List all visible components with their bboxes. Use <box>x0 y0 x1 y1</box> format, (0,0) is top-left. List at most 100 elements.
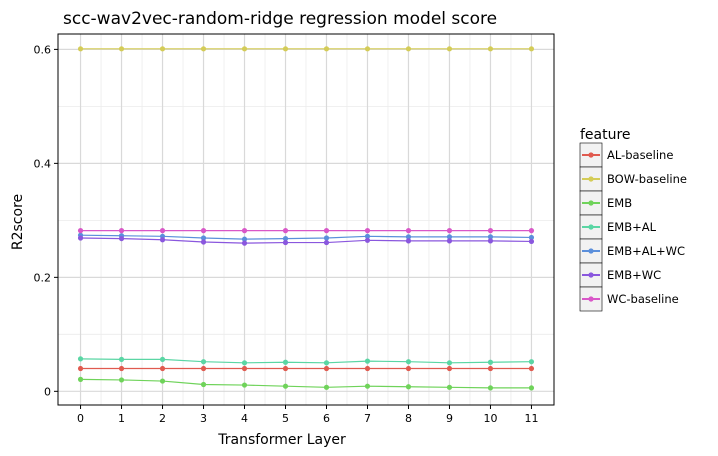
x-axis-title: Transformer Layer <box>217 432 346 448</box>
x-tick-label: 6 <box>323 412 330 425</box>
data-point <box>405 46 412 52</box>
data-point <box>241 228 248 234</box>
data-point <box>364 233 371 239</box>
data-point <box>241 382 248 388</box>
data-point <box>200 46 207 52</box>
data-point <box>323 46 330 52</box>
legend-label: EMB+AL+WC <box>607 244 685 258</box>
data-point <box>323 228 330 234</box>
plot-area: 0 1 2 3 4 5 6 7 8 9 10 11 0 0.2 0.4 0.6 <box>34 33 555 425</box>
chart-title: scc-wav2vec-random-ridge regression mode… <box>63 9 497 29</box>
legend-key-point <box>588 272 594 278</box>
data-point <box>200 228 207 234</box>
data-point <box>77 228 84 234</box>
data-point <box>241 236 248 242</box>
legend: feature AL-baseline BOW-baseline EMB EMB+AL… <box>579 127 687 312</box>
y-tick-label: 0 <box>44 385 51 398</box>
legend-key-point <box>588 224 594 230</box>
data-point <box>364 237 371 243</box>
data-point <box>405 234 412 240</box>
data-point <box>323 365 330 372</box>
data-point <box>118 365 125 372</box>
data-point <box>118 228 125 234</box>
series-line-emb+al+wc <box>80 234 532 240</box>
data-point <box>200 235 207 241</box>
data-point <box>241 360 248 366</box>
data-point <box>405 384 412 390</box>
legend-label: WC-baseline <box>607 292 679 306</box>
data-point <box>405 238 412 244</box>
data-point <box>405 228 412 234</box>
data-point <box>282 359 289 365</box>
legend-key-point <box>588 200 594 206</box>
data-point <box>77 365 84 372</box>
data-point <box>159 378 166 384</box>
data-point <box>323 384 330 390</box>
data-point <box>487 228 494 234</box>
data-point <box>405 359 412 365</box>
series-line-emb+wc <box>80 237 532 244</box>
data-point <box>77 356 84 362</box>
x-tick-label: 0 <box>77 412 84 425</box>
series-line-emb <box>80 378 532 389</box>
data-point <box>323 235 330 241</box>
data-point <box>528 228 535 234</box>
data-point <box>118 356 125 363</box>
data-point <box>282 235 289 242</box>
data-point <box>487 359 494 365</box>
legend-key-point <box>588 296 594 302</box>
data-point <box>364 46 371 52</box>
data-point <box>282 228 289 234</box>
data-point <box>364 358 371 364</box>
data-point <box>487 385 494 391</box>
y-tick-label: 0.4 <box>34 157 52 170</box>
data-point <box>241 46 248 52</box>
data-point <box>200 239 207 245</box>
legend-key-point <box>588 152 594 158</box>
x-tick-label: 5 <box>282 412 289 425</box>
data-point <box>323 239 330 246</box>
data-point <box>323 360 330 366</box>
data-point <box>159 365 166 372</box>
data-point <box>528 359 535 365</box>
legend-label: AL-baseline <box>607 148 673 162</box>
data-point <box>159 237 166 243</box>
x-tick-label: 7 <box>364 412 371 425</box>
y-tick-label: 0.2 <box>34 271 52 284</box>
legend-label: EMB+AL <box>607 220 657 234</box>
data-point <box>446 360 453 366</box>
data-point <box>159 356 166 363</box>
data-point <box>528 234 535 241</box>
data-point <box>200 359 207 365</box>
legend-label: BOW-baseline <box>607 172 687 186</box>
data-point <box>241 240 248 246</box>
y-tick-label: 0.6 <box>34 43 52 56</box>
data-point <box>528 46 535 52</box>
data-point <box>446 384 453 390</box>
data-point <box>446 238 453 244</box>
data-point <box>282 46 289 52</box>
data-point <box>528 238 535 245</box>
data-point <box>446 46 453 52</box>
data-point <box>364 228 371 234</box>
data-point <box>282 239 289 246</box>
data-point <box>77 376 84 382</box>
x-tick-label: 11 <box>524 412 538 425</box>
data-point <box>200 365 207 372</box>
series-line-emb+al <box>80 358 532 364</box>
data-point <box>528 365 535 372</box>
y-axis-title: R2score <box>10 194 26 250</box>
data-point <box>528 385 535 391</box>
data-point <box>487 46 494 52</box>
data-point <box>241 365 248 372</box>
data-point <box>77 46 84 52</box>
data-point <box>364 365 371 372</box>
legend-label: EMB <box>607 196 632 210</box>
data-point <box>446 234 453 240</box>
x-tick-label: 4 <box>241 412 248 425</box>
legend-title: feature <box>580 127 631 143</box>
data-point <box>487 238 494 244</box>
x-tick-label: 3 <box>200 412 207 425</box>
legend-key-point <box>588 248 594 254</box>
